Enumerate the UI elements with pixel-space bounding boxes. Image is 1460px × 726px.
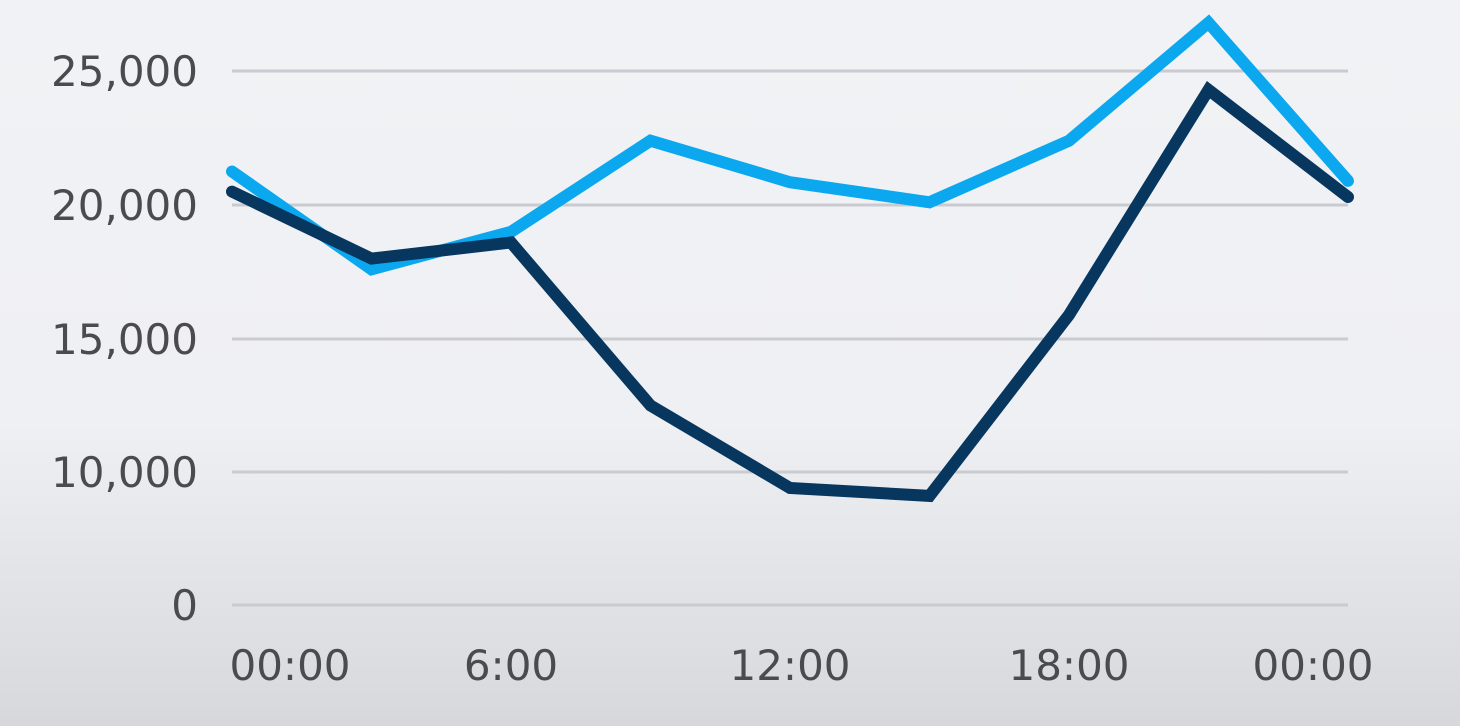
x-tick-label: 18:00 xyxy=(1008,641,1129,690)
y-tick-label: 10,000 xyxy=(51,448,198,497)
grid-layer xyxy=(232,69,1348,607)
x-tick-label: 12:00 xyxy=(729,641,850,690)
x-tick-label: 00:00 xyxy=(1252,641,1373,690)
y-axis-ticks: 0 10,000 15,000 20,000 25,000 xyxy=(51,47,198,630)
y-tick-label: 15,000 xyxy=(51,315,198,364)
series-layer xyxy=(226,14,1354,503)
x-tick-label: 00:00 xyxy=(229,641,350,690)
y-tick-label: 25,000 xyxy=(51,47,198,96)
series-dark-line xyxy=(226,80,1354,503)
x-tick-label: 6:00 xyxy=(464,641,558,690)
x-axis-ticks: 00:00 6:00 12:00 18:00 00:00 xyxy=(229,641,1373,690)
y-tick-label: 0 xyxy=(171,581,198,630)
y-tick-label: 20,000 xyxy=(51,181,198,230)
